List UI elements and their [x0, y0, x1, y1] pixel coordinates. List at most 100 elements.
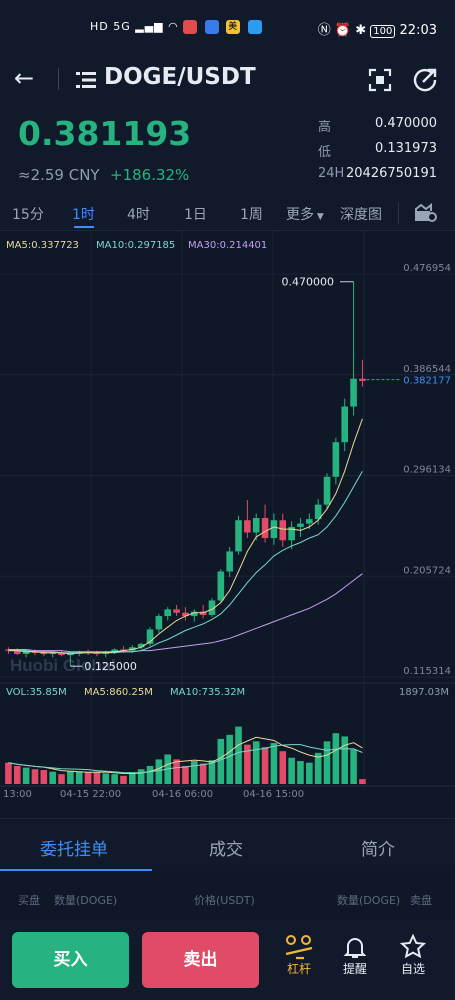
price-col: 价格(USDT): [194, 894, 255, 907]
tab-depth[interactable]: 深度图: [340, 207, 382, 223]
y-tick-label: 0.115314: [403, 666, 451, 677]
volume-bar: [306, 762, 313, 784]
vol-label: VOL:35.85M: [6, 687, 67, 698]
candle-body: [31, 651, 39, 653]
volume-bar: [84, 772, 92, 784]
ask-col: 卖盘: [410, 894, 432, 907]
candle-body: [190, 611, 198, 617]
candle-body: [217, 571, 225, 601]
tab-4h[interactable]: 4时: [127, 207, 150, 223]
app-notify-icon: 美: [226, 20, 241, 34]
fullscreen-icon[interactable]: [368, 68, 392, 92]
y-tick-label: 0.386544: [403, 364, 451, 375]
candle-body: [155, 616, 163, 630]
header: ← DOGE/USDT: [0, 58, 455, 102]
favorite-button[interactable]: 自选: [388, 934, 438, 977]
volume-bar: [332, 733, 340, 784]
volume-bar: [67, 770, 74, 784]
volume-bar: [190, 761, 198, 784]
pair-menu-icon[interactable]: [76, 71, 96, 89]
volume-bar: [129, 772, 136, 784]
price-summary: 0.381193 ≈2.59 CNY +186.32% 高 0.470000 低…: [0, 102, 455, 198]
candle-body: [137, 643, 145, 648]
last-price: 0.381193: [18, 114, 192, 153]
clock: 22:03: [399, 23, 437, 38]
volume-bar: [208, 760, 216, 784]
volume-bar: [199, 763, 207, 784]
x-tick-label: 04-15 22:00: [60, 789, 121, 800]
candle-body: [323, 476, 331, 505]
candle-body: [5, 649, 12, 651]
y-tick-label: 0.205724: [403, 565, 451, 576]
volume-bar: [314, 752, 322, 784]
tab-intro[interactable]: 简介: [361, 840, 395, 860]
candle-body: [182, 612, 189, 617]
divider: [58, 68, 59, 90]
wifi-icon: ◠: [168, 20, 179, 33]
tab-trades[interactable]: 成交: [209, 840, 243, 860]
candle-body: [208, 600, 216, 615]
network-label: HD 5G: [90, 20, 131, 33]
active-panel-indicator: [0, 869, 152, 871]
ma10-label: MA10:0.297185: [96, 240, 176, 251]
candle-body: [252, 517, 260, 533]
ma5-line: [8, 418, 363, 655]
margin-label: 杠杆: [286, 962, 311, 976]
cny-price: ≈2.59 CNY: [18, 166, 100, 184]
ma5-label: MA5:0.337723: [6, 240, 79, 251]
low-value: 0.131973: [374, 141, 437, 156]
ma30-line: [8, 573, 363, 653]
volume-bar: [244, 744, 251, 784]
y-tick-label: 0.476954: [403, 263, 451, 274]
volume-bar: [252, 741, 260, 784]
volume-bar: [350, 749, 357, 784]
volume-bar: [146, 765, 154, 784]
tab-1w[interactable]: 1周: [240, 207, 263, 223]
volume-bar: [341, 736, 349, 784]
bluetooth-icon: ✱: [355, 23, 367, 38]
chart-settings-icon[interactable]: [414, 203, 438, 223]
volume-bar: [279, 751, 287, 784]
low-marker-label: 0.125000: [84, 660, 137, 673]
buy-button[interactable]: 买入: [12, 932, 129, 988]
active-tab-indicator: [74, 226, 94, 228]
candle-body: [49, 652, 56, 655]
vol-ma10-line: [8, 744, 363, 774]
tab-order-book[interactable]: 委托挂单: [40, 840, 108, 860]
candle-body: [199, 611, 207, 615]
candle-body: [40, 652, 48, 655]
candle-body: [279, 520, 287, 541]
timeframe-tabs: 15分 1时 4时 1日 1周 更多 ▼ 深度图: [0, 198, 455, 231]
candle-body: [13, 650, 21, 654]
volume-bar: [173, 759, 180, 784]
share-icon[interactable]: [412, 67, 438, 93]
volume-label: 24H: [318, 166, 345, 181]
current-price-label: 0.382177: [403, 376, 451, 387]
candle-body: [314, 504, 322, 520]
volume-bar: [13, 765, 21, 784]
candle-body: [244, 520, 251, 533]
sell-button[interactable]: 卖出: [142, 932, 259, 988]
candle-body: [261, 517, 269, 539]
vol-ma10-label: MA10:735.32M: [170, 687, 246, 698]
vol-ma5-line: [8, 736, 363, 774]
bid-col: 买盘: [18, 894, 40, 907]
tab-1d[interactable]: 1日: [184, 207, 207, 223]
candle-body: [226, 551, 233, 572]
low-label: 低: [318, 145, 332, 160]
volume-bar: [261, 747, 269, 784]
volume-bar: [235, 726, 242, 784]
tab-1h[interactable]: 1时: [72, 207, 95, 223]
watermark-text: Huobi Global: [10, 656, 116, 675]
pair-title[interactable]: DOGE/USDT: [104, 64, 256, 90]
tab-15m[interactable]: 15分: [12, 207, 44, 223]
alert-button[interactable]: 提醒: [330, 934, 380, 977]
margin-button[interactable]: 杠杆: [274, 934, 324, 977]
candle-body: [120, 649, 127, 651]
back-arrow-icon[interactable]: ←: [14, 64, 35, 92]
candle-body: [93, 652, 101, 655]
kline-chart[interactable]: Huobi Global 0.476954 0.386544 0.296134 0.2…: [0, 231, 455, 801]
candle-body: [58, 652, 65, 656]
tab-more[interactable]: 更多 ▼: [286, 204, 324, 224]
volume-bar: [359, 779, 366, 784]
